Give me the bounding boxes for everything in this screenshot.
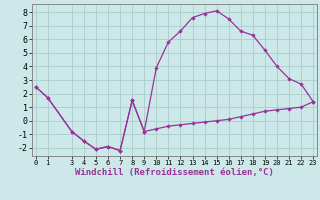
X-axis label: Windchill (Refroidissement éolien,°C): Windchill (Refroidissement éolien,°C) bbox=[75, 168, 274, 177]
